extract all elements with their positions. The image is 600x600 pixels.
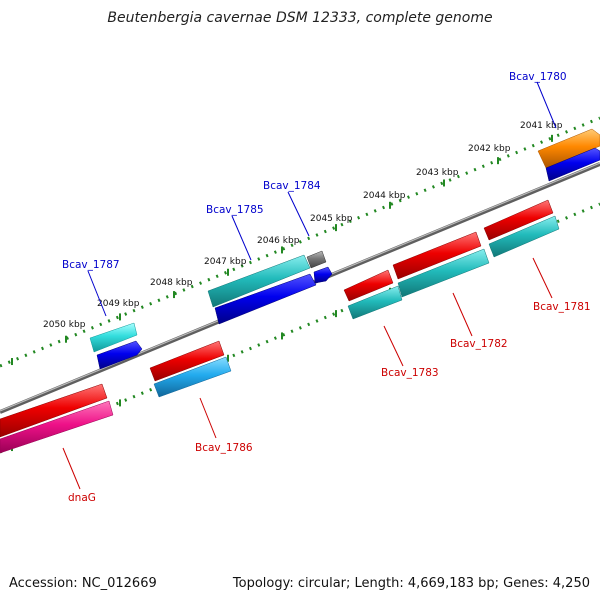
gene-label-Bcav_1784[interactable]: Bcav_1784 [263, 180, 321, 192]
kbp-label: 2048 kbp [150, 278, 193, 288]
gene-Bcav_1780[interactable] [537, 128, 600, 169]
gene-Bcav_1786[interactable] [149, 340, 232, 398]
gene-dnaG[interactable] [0, 383, 114, 454]
leader-lines [62, 81, 557, 490]
gene-Bcav_1785[interactable] [207, 254, 317, 325]
map-title: Beutenbergia cavernae DSM 12333, complet… [107, 10, 492, 26]
kbp-label: 2050 kbp [43, 320, 86, 330]
kbp-labels: 2041 kbp 2042 kbp 2043 kbp 2044 kbp 2045… [43, 121, 563, 330]
gene-label-Bcav_1780[interactable]: Bcav_1780 [509, 71, 567, 83]
kbp-label: 2041 kbp [520, 121, 563, 131]
gene-Bcav_1787[interactable] [89, 322, 143, 370]
gene-Bcav_1780-blue[interactable] [545, 147, 600, 182]
kbp-label: 2047 kbp [204, 257, 247, 267]
genome-summary-text: Topology: circular; Length: 4,669,183 bp… [232, 576, 590, 591]
gene-label-Bcav_1787[interactable]: Bcav_1787 [62, 259, 120, 271]
kbp-label: 2043 kbp [416, 168, 459, 178]
gene-label-Bcav_1786[interactable]: Bcav_1786 [195, 442, 253, 454]
kbp-label: 2049 kbp [97, 299, 140, 309]
kbp-label: 2046 kbp [257, 236, 300, 246]
kbp-label: 2045 kbp [310, 214, 353, 224]
gene-labels: Bcav_1780 Bcav_1781 Bcav_1782 Bcav_1783 … [62, 71, 591, 504]
gene-Bcav_1784[interactable] [306, 250, 333, 284]
gene-label-Bcav_1783[interactable]: Bcav_1783 [381, 367, 439, 379]
gene-Bcav_1782[interactable] [392, 231, 490, 298]
forward-tick-track [0, 116, 600, 368]
gene-label-Bcav_1782[interactable]: Bcav_1782 [450, 338, 508, 350]
gene-label-Bcav_1781[interactable]: Bcav_1781 [533, 301, 591, 313]
kbp-label: 2044 kbp [363, 191, 406, 201]
gene-label-Bcav_1785[interactable]: Bcav_1785 [206, 204, 264, 216]
gene-Bcav_1783[interactable] [343, 269, 403, 320]
kbp-label: 2042 kbp [468, 144, 511, 154]
gene-Bcav_1781[interactable] [483, 199, 560, 258]
accession-text: Accession: NC_012669 [9, 576, 157, 591]
gene-label-dnaG[interactable]: dnaG [68, 492, 96, 504]
